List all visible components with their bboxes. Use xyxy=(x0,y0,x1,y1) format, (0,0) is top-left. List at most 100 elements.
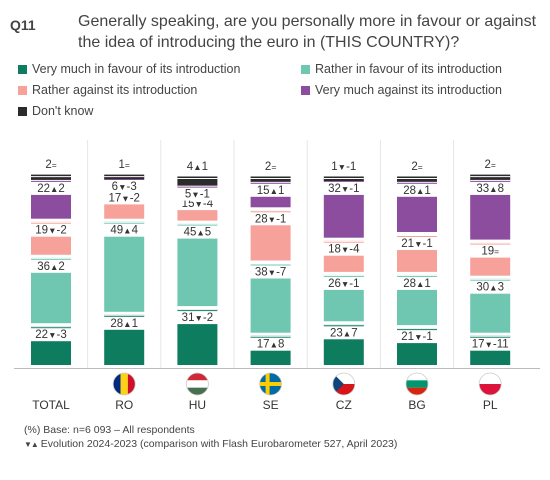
data-label-bg xyxy=(396,330,438,344)
data-label-rather-against-its-introduction-bg: 21▼-1 xyxy=(401,238,432,250)
evolution-text: Evolution 2024-2023 (comparison with Fla… xyxy=(40,438,398,450)
data-label-rather-against-its-introduction-cz: 18▼-4 xyxy=(328,244,360,256)
chart-legend: Very much in favour of its introduction … xyxy=(18,60,543,122)
data-label-bg xyxy=(30,328,72,342)
legend-swatch xyxy=(301,86,310,95)
data-label-bg xyxy=(30,223,72,237)
bulgaria-flag-icon xyxy=(406,373,428,395)
data-label-bg xyxy=(176,311,219,325)
data-label-rather-against-its-introduction-ro: 17▼-2 xyxy=(108,192,139,204)
category-label-pl: PL xyxy=(483,398,498,412)
legend-label: Rather against its introduction xyxy=(32,83,198,97)
czechia-flag-icon xyxy=(332,373,355,395)
data-label-rather-in-favour-of-its-introduction-cz: 26▼-1 xyxy=(328,278,359,290)
data-label-bg xyxy=(176,187,219,201)
romania-flag-icon xyxy=(113,373,136,395)
evolution-symbols: ▼▲ xyxy=(24,440,39,449)
data-label-bg xyxy=(469,181,512,195)
data-label-rather-in-favour-of-its-introduction-pl: 30▲3 xyxy=(476,282,504,294)
legend-item-very-against: Very much against its introduction xyxy=(301,83,502,97)
legend-label: Rather in favour of its introduction xyxy=(315,62,502,76)
data-label-very-much-in-favour-of-its-introduction-hu: 31▼-2 xyxy=(182,312,213,324)
data-label-very-much-against-its-introduction-cz: 32▼-1 xyxy=(328,183,359,195)
data-label-bg xyxy=(249,212,292,226)
legend-item-very-favour: Very much in favour of its introduction xyxy=(18,62,240,76)
legend-item-dont-know: Don't know xyxy=(18,104,93,118)
legend-swatch xyxy=(18,107,27,116)
data-label-don-t-know-cz: 1▼-1 xyxy=(331,161,356,173)
legend-swatch xyxy=(18,86,27,95)
data-label-bg xyxy=(30,181,72,195)
category-label-se: SE xyxy=(263,398,279,412)
data-label-bg xyxy=(322,242,365,256)
bar-don-t-know-total xyxy=(31,174,71,180)
poland-flag-icon xyxy=(479,373,502,395)
question-text: Generally speaking, are you personally m… xyxy=(78,13,537,51)
data-label-bg xyxy=(396,183,438,197)
flag-border xyxy=(332,372,356,396)
data-label-bg xyxy=(322,276,365,290)
data-label-very-much-in-favour-of-its-introduction-ro: 28▲1 xyxy=(110,318,138,330)
data-label-rather-in-favour-of-its-introduction-total: 36▲2 xyxy=(37,261,65,273)
data-label-rather-against-its-introduction-se: 28▼-1 xyxy=(255,213,286,225)
footnote-evolution: ▼▲ Evolution 2024-2023 (comparison with … xyxy=(24,438,397,450)
data-label-rather-in-favour-of-its-introduction-ro: 49▲4 xyxy=(110,225,138,237)
footnote-base: (%) Base: n=6 093 – All respondents xyxy=(24,424,195,436)
data-label-very-much-in-favour-of-its-introduction-cz: 23▲7 xyxy=(330,327,358,339)
flag-border xyxy=(478,372,502,396)
data-label-rather-against-its-introduction-total: 19▼-2 xyxy=(35,225,66,237)
data-label-rather-against-its-introduction-pl: 19= xyxy=(481,246,499,258)
data-label-very-much-against-its-introduction-ro: 6▼-3 xyxy=(112,181,137,193)
legend-item-rather-against: Rather against its introduction xyxy=(18,83,197,97)
data-label-bg xyxy=(103,191,146,205)
legend-label: Don't know xyxy=(32,104,94,118)
legend-swatch xyxy=(301,65,310,74)
flag-border xyxy=(112,372,136,396)
data-label-very-much-against-its-introduction-total: 22▲2 xyxy=(37,183,65,195)
data-label-very-much-in-favour-of-its-introduction-bg: 21▼-1 xyxy=(401,331,432,343)
bar-don-t-know-bg xyxy=(397,176,437,182)
category-label-cz: CZ xyxy=(336,398,352,412)
data-label-bg xyxy=(469,244,512,258)
question-number: Q11 xyxy=(10,17,36,33)
data-label-very-much-in-favour-of-its-introduction-pl: 17▼-11 xyxy=(472,339,509,351)
data-label-don-t-know-bg: 2= xyxy=(411,161,422,173)
data-label-don-t-know-pl: 2= xyxy=(485,159,496,171)
data-label-bg xyxy=(103,180,146,193)
flag-border xyxy=(259,372,283,396)
data-label-rather-in-favour-of-its-introduction-hu: 45▲5 xyxy=(184,227,212,239)
legend-swatch xyxy=(18,65,27,74)
data-label-very-much-in-favour-of-its-introduction-se: 17▲8 xyxy=(257,339,285,351)
flag-border xyxy=(185,372,209,396)
data-label-very-much-against-its-introduction-hu: 5▼-1 xyxy=(185,189,210,201)
data-label-bg xyxy=(396,237,438,250)
data-label-bg xyxy=(469,280,512,294)
data-label-bg xyxy=(249,183,292,197)
category-label-total: TOTAL xyxy=(32,398,70,412)
data-label-bg xyxy=(103,316,146,330)
data-label-rather-in-favour-of-its-introduction-bg: 28▲1 xyxy=(403,278,431,290)
legend-label: Very much against its introduction xyxy=(315,83,502,97)
legend-label: Very much in favour of its introduction xyxy=(32,62,241,76)
data-label-don-t-know-ro: 1= xyxy=(119,159,130,171)
hungary-flag-icon xyxy=(186,373,209,395)
data-label-rather-in-favour-of-its-introduction-se: 38▼-7 xyxy=(255,267,286,279)
data-label-very-much-against-its-introduction-se: 15▲1 xyxy=(257,185,285,197)
bar-don-t-know-se xyxy=(250,176,291,182)
category-label-bg: BG xyxy=(408,398,425,412)
category-label-hu: HU xyxy=(189,398,206,412)
data-label-bg xyxy=(103,223,146,237)
data-label-don-t-know-hu: 4▲1 xyxy=(187,161,208,173)
data-label-bg xyxy=(469,337,512,351)
data-label-bg xyxy=(249,265,292,279)
bar-don-t-know-hu xyxy=(177,176,218,186)
data-label-bg xyxy=(322,326,365,340)
data-label-don-t-know-se: 2= xyxy=(265,161,276,173)
flag-border xyxy=(405,372,429,396)
data-label-bg xyxy=(322,181,365,195)
bar-don-t-know-pl xyxy=(470,174,511,180)
data-label-bg xyxy=(396,276,438,290)
data-label-bg xyxy=(176,225,219,239)
data-label-bg xyxy=(249,337,292,351)
data-label-rather-against-its-introduction-hu: 15▼-4 xyxy=(182,198,214,210)
